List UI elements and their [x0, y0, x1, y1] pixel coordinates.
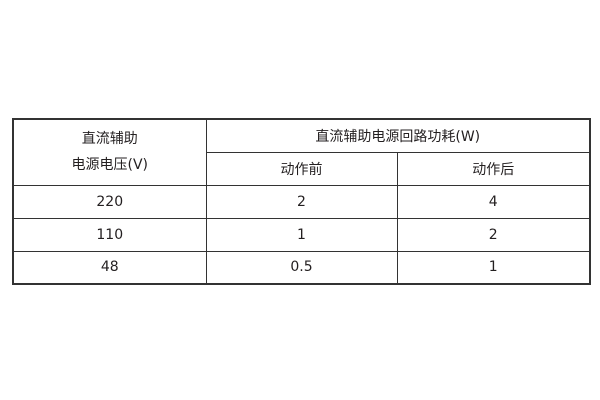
- header-voltage-line1: 直流辅助: [81, 131, 138, 148]
- power-consumption-table: 直流辅助 电源电压(V) 直流辅助电源回路功耗(W) 动作前 动作后 220 2…: [12, 118, 591, 285]
- table-row: 110 1 2: [12, 217, 591, 252]
- header-after: 动作后: [396, 151, 591, 186]
- header-voltage-line2: 电源电压(V): [71, 157, 148, 174]
- header-before: 动作前: [205, 151, 398, 186]
- cell-voltage: 220: [12, 184, 207, 219]
- cell-after: 4: [396, 184, 591, 219]
- table-row: 220 2 4: [12, 184, 591, 219]
- header-voltage: 直流辅助 电源电压(V): [12, 118, 207, 186]
- cell-voltage: 110: [12, 217, 207, 252]
- table-row: 48 0.5 1: [12, 250, 591, 285]
- cell-voltage: 48: [12, 250, 207, 285]
- cell-before: 0.5: [205, 250, 398, 285]
- cell-before: 1: [205, 217, 398, 252]
- cell-after: 2: [396, 217, 591, 252]
- cell-before: 2: [205, 184, 398, 219]
- header-power-group: 直流辅助电源回路功耗(W): [205, 118, 591, 153]
- header-row-2: 动作前 动作后: [13, 151, 591, 186]
- cell-after: 1: [396, 250, 591, 285]
- header-row-1: 直流辅助 电源电压(V) 直流辅助电源回路功耗(W): [12, 118, 591, 186]
